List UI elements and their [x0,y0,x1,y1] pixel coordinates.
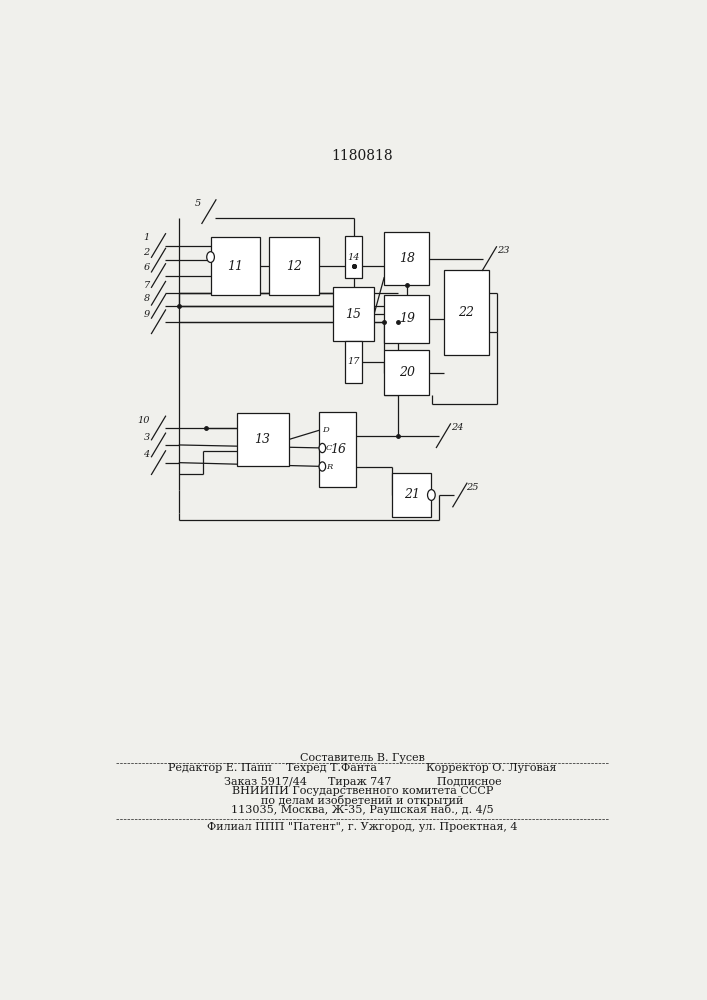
Text: 21: 21 [404,488,420,501]
Text: D: D [322,426,329,434]
Text: 9: 9 [144,310,150,319]
Text: 19: 19 [399,312,415,325]
Text: 2: 2 [144,248,150,257]
Text: 1: 1 [144,233,150,242]
Text: 1180818: 1180818 [332,149,393,163]
Text: 24: 24 [451,424,464,432]
Text: 20: 20 [399,366,415,379]
Text: Редактор Е. Папп    Техред Т.Фанта              Корректор О. Луговая: Редактор Е. Папп Техред Т.Фанта Корректо… [168,763,556,773]
Circle shape [206,252,214,262]
Text: 6: 6 [144,263,150,272]
Text: 7: 7 [144,281,150,290]
Text: 12: 12 [286,260,302,273]
Bar [319,412,356,487]
Bar [385,295,429,343]
Text: 17: 17 [347,357,360,366]
Text: C: C [326,444,332,452]
Text: Заказ 5917/44      Тираж 747             Подписное: Заказ 5917/44 Тираж 747 Подписное [223,777,501,787]
Bar [211,237,260,295]
Bar [385,232,429,285]
Bar [345,341,362,383]
Text: 25: 25 [467,483,479,492]
Text: 11: 11 [227,260,243,273]
Text: 14: 14 [347,253,360,262]
Bar [333,287,374,341]
Bar [392,473,431,517]
Text: ВНИИПИ Государственного комитета СССР: ВНИИПИ Государственного комитета СССР [232,786,493,796]
Circle shape [319,443,326,453]
Text: 3: 3 [144,433,150,442]
Text: 8: 8 [144,294,150,303]
Text: 22: 22 [458,306,474,319]
Circle shape [319,462,326,471]
Circle shape [428,490,436,500]
Text: 16: 16 [329,443,346,456]
Bar [444,270,489,355]
Text: 15: 15 [346,308,361,321]
Bar [269,237,319,295]
Text: 18: 18 [399,252,415,265]
Text: 5: 5 [194,199,201,208]
Text: 23: 23 [496,246,509,255]
Text: Составитель В. Гусев: Составитель В. Гусев [300,753,425,763]
Bar [345,236,362,278]
Text: Филиал ППП "Патент", г. Ужгород, ул. Проектная, 4: Филиал ППП "Патент", г. Ужгород, ул. Про… [207,822,518,832]
Text: по делам изобретений и открытий: по делам изобретений и открытий [261,795,464,806]
Text: 4: 4 [144,450,150,459]
Text: 13: 13 [255,433,271,446]
Bar [237,413,288,466]
Text: 113035, Москва, Ж-35, Раушская наб., д. 4/5: 113035, Москва, Ж-35, Раушская наб., д. … [231,804,493,815]
Text: 10: 10 [137,416,150,425]
Bar [385,350,429,395]
Text: R: R [326,463,332,471]
